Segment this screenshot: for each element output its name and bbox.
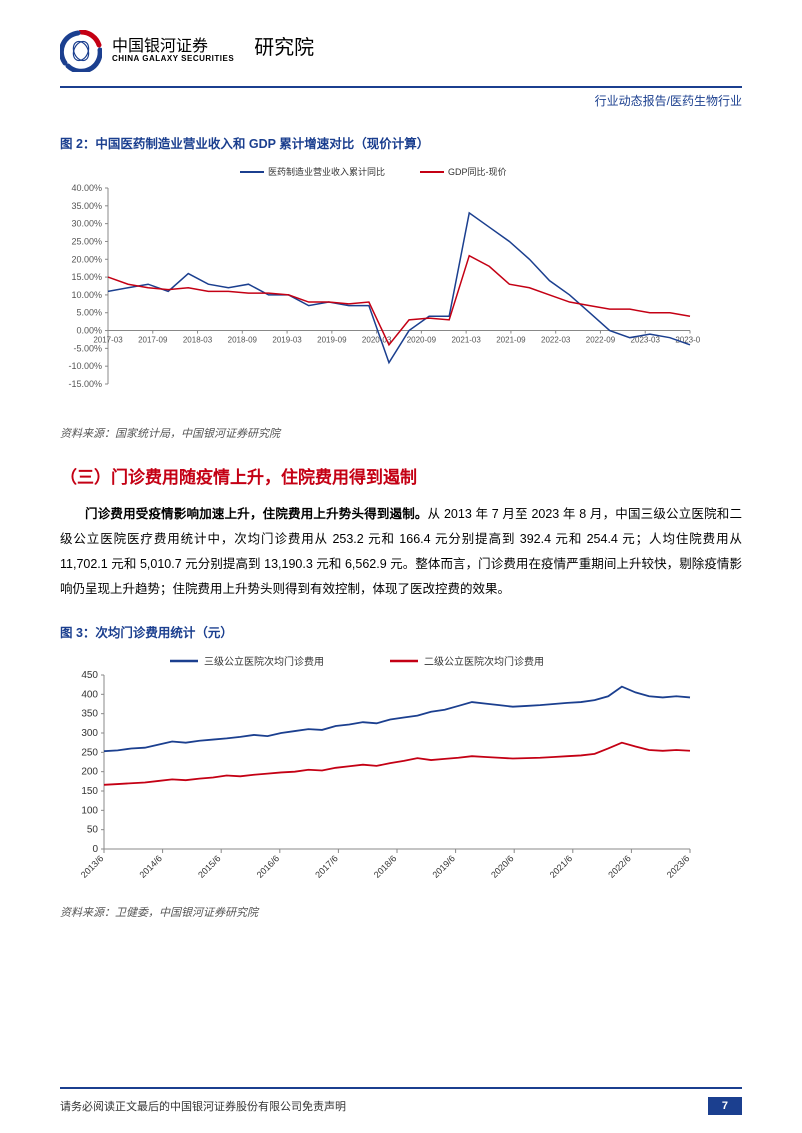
footer-rule xyxy=(60,1087,742,1089)
svg-text:5.00%: 5.00% xyxy=(76,308,102,318)
svg-text:300: 300 xyxy=(81,728,98,739)
report-category: 行业动态报告/医药生物行业 xyxy=(60,92,742,109)
svg-text:2022/6: 2022/6 xyxy=(606,853,633,880)
figure3-source: 资料来源：卫健委，中国银河证券研究院 xyxy=(60,904,742,920)
page-number: 7 xyxy=(708,1097,742,1115)
svg-text:0.00%: 0.00% xyxy=(76,326,102,336)
svg-text:20.00%: 20.00% xyxy=(71,254,102,264)
figure2-title: 图 2：中国医药制造业营业收入和 GDP 累计增速对比（现价计算） xyxy=(60,133,742,152)
svg-text:2018-03: 2018-03 xyxy=(183,336,213,345)
svg-text:400: 400 xyxy=(81,689,98,700)
svg-text:30.00%: 30.00% xyxy=(71,219,102,229)
svg-text:GDP同比-现价: GDP同比-现价 xyxy=(448,166,507,177)
svg-text:2019-03: 2019-03 xyxy=(272,336,302,345)
paragraph-bold: 门诊费用受疫情影响加速上升，住院费用上升势头得到遏制。 xyxy=(85,507,428,521)
svg-text:2017-03: 2017-03 xyxy=(93,336,123,345)
svg-text:2019/6: 2019/6 xyxy=(430,853,457,880)
svg-text:100: 100 xyxy=(81,805,98,816)
svg-text:2014/6: 2014/6 xyxy=(137,853,164,880)
svg-text:三级公立医院次均门诊费用: 三级公立医院次均门诊费用 xyxy=(204,655,324,668)
institute-label: 研究院 xyxy=(254,31,314,60)
svg-text:25.00%: 25.00% xyxy=(71,236,102,246)
logo-en: CHINA GALAXY SECURITIES xyxy=(112,55,234,63)
svg-text:2016/6: 2016/6 xyxy=(255,853,282,880)
svg-text:2018-09: 2018-09 xyxy=(228,336,258,345)
section3-title: （三）门诊费用随疫情上升，住院费用得到遏制 xyxy=(60,463,742,488)
figure3-title: 图 3：次均门诊费用统计（元） xyxy=(60,622,742,641)
svg-text:10.00%: 10.00% xyxy=(71,290,102,300)
svg-text:450: 450 xyxy=(81,670,98,681)
figure2-chart: -15.00% -10.00% -5.00% 0.00% 5.00% 10.00% 15.0… xyxy=(60,158,742,423)
svg-text:2017-09: 2017-09 xyxy=(138,336,168,345)
logo-cn: 中国银河证券 xyxy=(112,39,234,55)
page-footer: 请务必阅读正文最后的中国银河证券股份有限公司免责声明 7 xyxy=(60,1097,742,1115)
svg-text:15.00%: 15.00% xyxy=(71,272,102,282)
svg-text:2021-03: 2021-03 xyxy=(451,336,481,345)
svg-text:2021/6: 2021/6 xyxy=(548,853,575,880)
svg-text:35.00%: 35.00% xyxy=(71,201,102,211)
page-header: 中国银河证券 CHINA GALAXY SECURITIES 研究院 xyxy=(60,30,742,80)
svg-text:2013/6: 2013/6 xyxy=(79,853,106,880)
section3-paragraph: 门诊费用受疫情影响加速上升，住院费用上升势头得到遏制。从 2013 年 7 月至… xyxy=(60,502,742,602)
figure2-source: 资料来源：国家统计局，中国银河证券研究院 xyxy=(60,425,742,441)
svg-text:2023/6: 2023/6 xyxy=(665,853,692,880)
svg-text:2015/6: 2015/6 xyxy=(196,853,223,880)
svg-text:2019-09: 2019-09 xyxy=(317,336,347,345)
svg-text:2017/6: 2017/6 xyxy=(313,853,340,880)
disclaimer-text: 请务必阅读正文最后的中国银河证券股份有限公司免责声明 xyxy=(60,1098,346,1114)
svg-text:-5.00%: -5.00% xyxy=(73,343,102,353)
figure3-chart: 0501001502002503003504004502013/62014/62… xyxy=(60,647,742,902)
svg-text:-10.00%: -10.00% xyxy=(68,361,102,371)
svg-text:2022-09: 2022-09 xyxy=(586,336,616,345)
svg-text:40.00%: 40.00% xyxy=(71,183,102,193)
svg-text:150: 150 xyxy=(81,786,98,797)
logo-text: 中国银河证券 CHINA GALAXY SECURITIES xyxy=(112,39,234,63)
svg-text:250: 250 xyxy=(81,747,98,758)
svg-text:2021-09: 2021-09 xyxy=(496,336,526,345)
logo-icon xyxy=(60,30,102,72)
svg-text:2018/6: 2018/6 xyxy=(372,853,399,880)
svg-text:2020-09: 2020-09 xyxy=(407,336,437,345)
svg-text:医药制造业营业收入累计同比: 医药制造业营业收入累计同比 xyxy=(268,166,385,177)
svg-text:200: 200 xyxy=(81,767,98,778)
svg-text:二级公立医院次均门诊费用: 二级公立医院次均门诊费用 xyxy=(424,655,544,668)
svg-text:-15.00%: -15.00% xyxy=(68,379,102,389)
svg-text:2020/6: 2020/6 xyxy=(489,853,516,880)
svg-text:2022-03: 2022-03 xyxy=(541,336,571,345)
svg-text:50: 50 xyxy=(87,825,99,836)
svg-text:350: 350 xyxy=(81,709,98,720)
header-rule xyxy=(60,86,742,88)
